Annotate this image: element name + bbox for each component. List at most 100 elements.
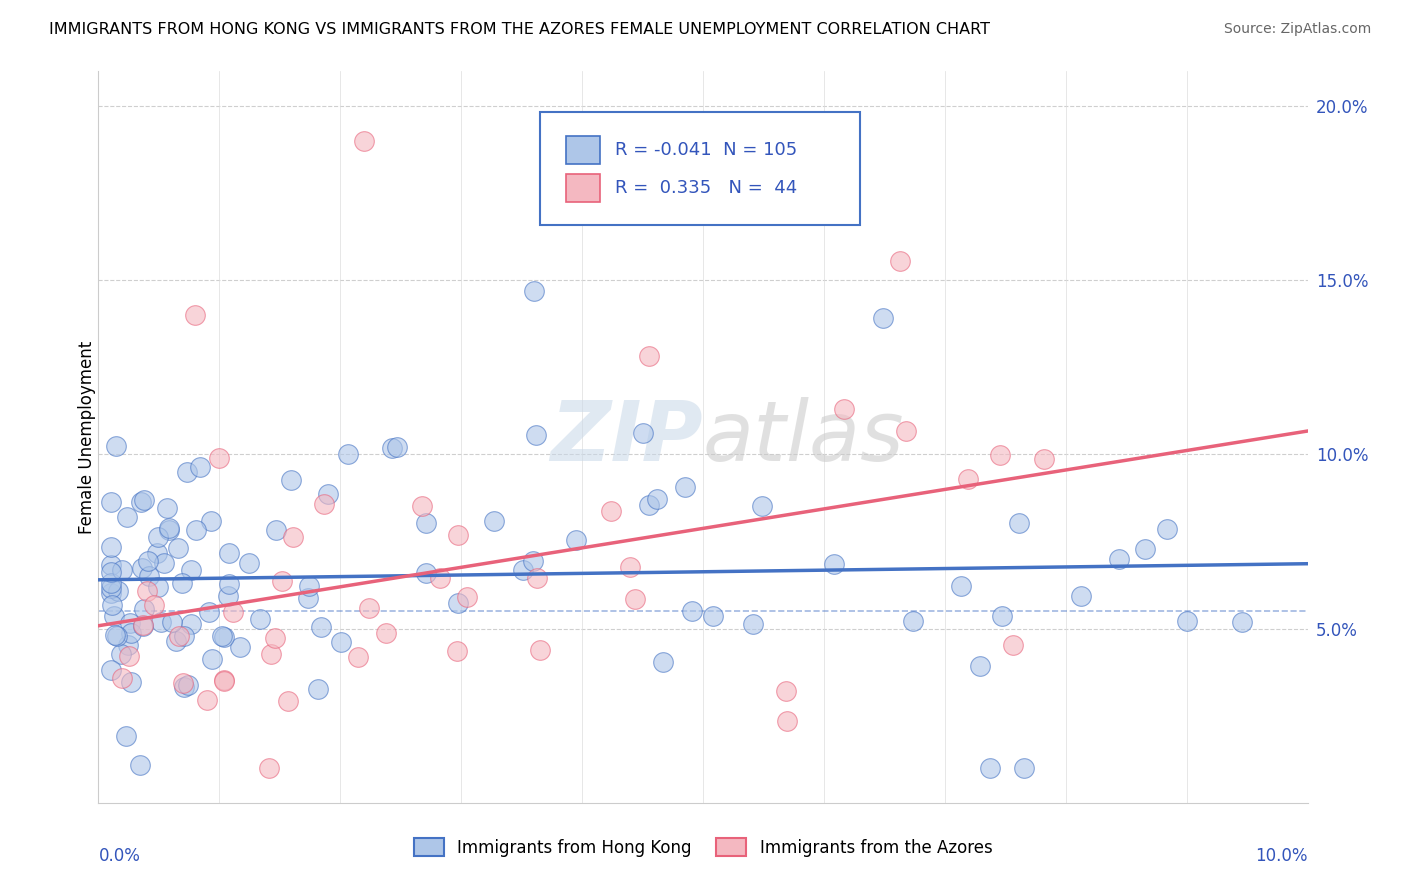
Point bbox=[280, 473, 302, 487]
Point bbox=[988, 448, 1011, 462]
Point bbox=[1012, 761, 1035, 775]
Point bbox=[100, 664, 122, 678]
Point bbox=[218, 589, 240, 603]
Point bbox=[132, 619, 155, 633]
FancyBboxPatch shape bbox=[567, 175, 600, 202]
Point bbox=[173, 680, 195, 694]
Text: 10.0%: 10.0% bbox=[1256, 847, 1308, 864]
Point bbox=[832, 401, 855, 416]
Point bbox=[522, 554, 544, 568]
Point bbox=[100, 540, 122, 554]
Point bbox=[512, 563, 534, 577]
Point bbox=[484, 514, 506, 528]
Point bbox=[177, 678, 200, 692]
Point bbox=[901, 614, 924, 628]
Point bbox=[153, 557, 176, 571]
Point bbox=[673, 480, 696, 494]
Point bbox=[823, 557, 845, 571]
Point bbox=[329, 635, 352, 649]
Y-axis label: Female Unemployment: Female Unemployment bbox=[79, 341, 96, 533]
Point bbox=[172, 675, 194, 690]
Text: ZIP: ZIP bbox=[550, 397, 703, 477]
Point bbox=[180, 563, 202, 577]
Point bbox=[212, 673, 235, 688]
Point bbox=[638, 498, 661, 512]
Point bbox=[128, 758, 150, 772]
Point bbox=[100, 565, 122, 579]
Point bbox=[347, 649, 370, 664]
Point bbox=[173, 629, 195, 643]
Point bbox=[894, 425, 917, 439]
Point bbox=[353, 134, 375, 148]
Point bbox=[165, 633, 187, 648]
Point bbox=[107, 583, 129, 598]
Point bbox=[120, 674, 142, 689]
Point bbox=[145, 545, 167, 559]
Point bbox=[447, 596, 470, 610]
Point bbox=[100, 495, 122, 509]
Point bbox=[100, 586, 122, 600]
Point bbox=[159, 521, 181, 535]
Point bbox=[176, 465, 198, 479]
Point bbox=[184, 308, 207, 322]
Point bbox=[266, 523, 288, 537]
Point bbox=[969, 659, 991, 673]
Point bbox=[429, 571, 451, 585]
Point bbox=[110, 671, 132, 685]
Point bbox=[166, 541, 188, 556]
Point bbox=[638, 349, 661, 363]
Point bbox=[142, 598, 165, 612]
Point bbox=[316, 486, 339, 500]
Point bbox=[117, 649, 139, 664]
Point bbox=[208, 451, 231, 466]
Point bbox=[160, 615, 183, 629]
Point bbox=[105, 629, 128, 643]
Point bbox=[197, 605, 219, 619]
Text: R = -0.041  N = 105: R = -0.041 N = 105 bbox=[614, 141, 797, 159]
Point bbox=[526, 571, 548, 585]
Point bbox=[103, 608, 125, 623]
Point bbox=[200, 514, 222, 528]
Point bbox=[1108, 552, 1130, 566]
Point bbox=[100, 598, 122, 612]
Legend: Immigrants from Hong Kong, Immigrants from the Azores: Immigrants from Hong Kong, Immigrants fr… bbox=[413, 838, 993, 856]
Point bbox=[1175, 614, 1198, 628]
Point bbox=[979, 761, 1001, 775]
Point bbox=[146, 530, 169, 544]
Point bbox=[619, 559, 641, 574]
Point bbox=[990, 609, 1012, 624]
Point bbox=[257, 761, 280, 775]
Point bbox=[136, 583, 159, 598]
Point bbox=[624, 592, 647, 607]
Point bbox=[129, 494, 152, 508]
Point bbox=[415, 516, 437, 531]
Point bbox=[134, 602, 156, 616]
Point bbox=[149, 615, 172, 629]
Point bbox=[120, 626, 142, 640]
Point bbox=[411, 499, 433, 513]
Point bbox=[148, 580, 170, 594]
Point bbox=[156, 500, 179, 515]
Point bbox=[100, 581, 122, 595]
Point bbox=[249, 612, 271, 626]
Point bbox=[298, 579, 321, 593]
Point bbox=[949, 578, 972, 592]
Point bbox=[131, 560, 153, 574]
Point bbox=[337, 447, 360, 461]
Point bbox=[631, 425, 654, 440]
FancyBboxPatch shape bbox=[567, 136, 600, 163]
Point bbox=[681, 604, 703, 618]
Point bbox=[776, 714, 799, 729]
Point bbox=[212, 673, 235, 687]
Point bbox=[447, 528, 470, 542]
Text: IMMIGRANTS FROM HONG KONG VS IMMIGRANTS FROM THE AZORES FEMALE UNEMPLOYMENT CORR: IMMIGRANTS FROM HONG KONG VS IMMIGRANTS … bbox=[49, 22, 990, 37]
Point bbox=[381, 441, 404, 455]
Point bbox=[645, 491, 668, 506]
Point bbox=[741, 617, 763, 632]
Point bbox=[180, 616, 202, 631]
Point bbox=[132, 617, 155, 632]
Point bbox=[238, 556, 260, 570]
Point bbox=[188, 459, 211, 474]
Text: 0.0%: 0.0% bbox=[98, 847, 141, 864]
Point bbox=[218, 546, 240, 560]
